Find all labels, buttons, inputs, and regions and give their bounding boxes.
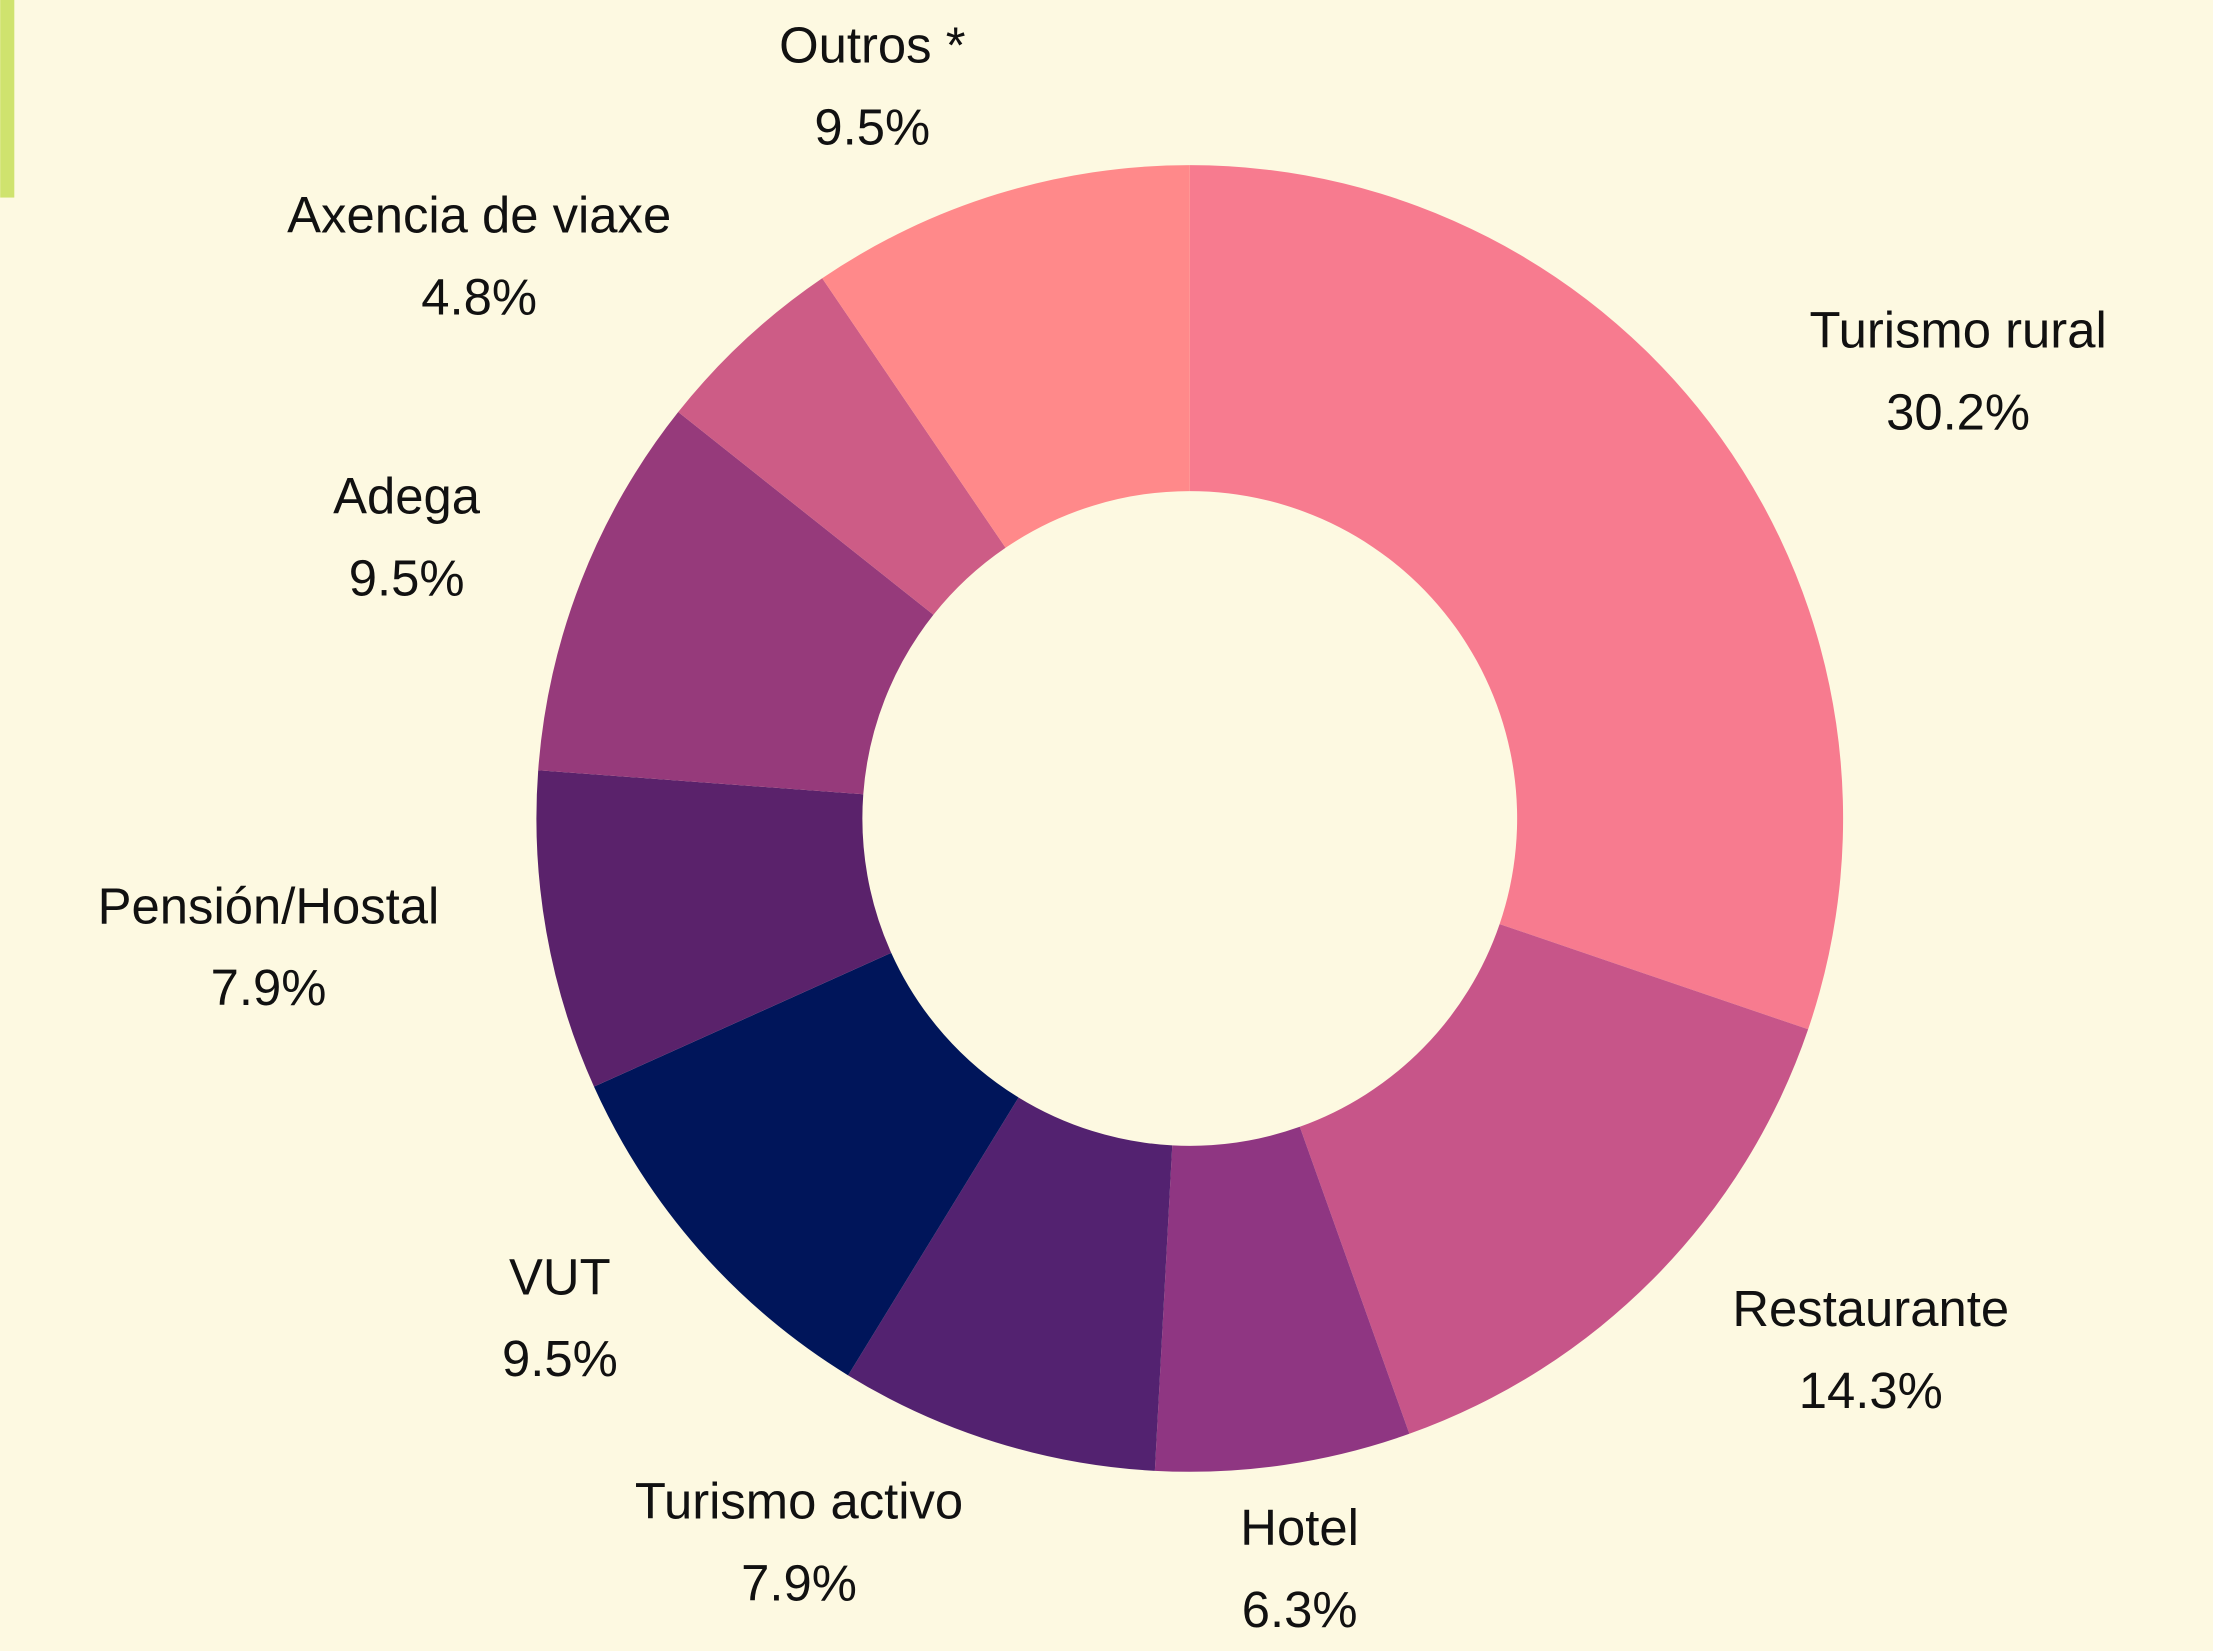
slice-value-label: 9.5%: [814, 99, 930, 156]
slice-label: Hotel: [1240, 1499, 1359, 1556]
slice-value-label: 7.9%: [211, 959, 327, 1016]
slice: [1189, 165, 1844, 1030]
slice-value-label: 4.8%: [421, 268, 537, 325]
slice-value-label: 30.2%: [1886, 383, 2030, 440]
slice-label: Adega: [333, 468, 481, 525]
slice: [822, 165, 1190, 548]
slice-label: Outros *: [779, 17, 965, 74]
slice: [538, 412, 934, 795]
slice: [1299, 924, 1809, 1434]
accent-bar: [0, 0, 15, 198]
slice-label: Turismo activo: [635, 1472, 963, 1529]
slice: [593, 952, 1019, 1376]
slice: [536, 770, 892, 1087]
slice-value-label: 6.3%: [1242, 1581, 1358, 1638]
slice-label: Axencia de viaxe: [287, 187, 671, 244]
slice: [1154, 1126, 1410, 1472]
slice: [678, 278, 1006, 615]
slice-value-label: 9.5%: [502, 1330, 618, 1387]
slice-label: VUT: [509, 1248, 611, 1305]
slice-label: Pensión/Hostal: [98, 877, 440, 934]
slice-value-label: 9.5%: [349, 549, 465, 606]
slice: [848, 1097, 1173, 1471]
slice-label: Turismo rural: [1809, 302, 2106, 359]
slice-label: Restaurante: [1732, 1280, 2009, 1337]
slice-value-label: 7.9%: [741, 1554, 857, 1611]
slice-value-label: 14.3%: [1799, 1362, 1943, 1419]
